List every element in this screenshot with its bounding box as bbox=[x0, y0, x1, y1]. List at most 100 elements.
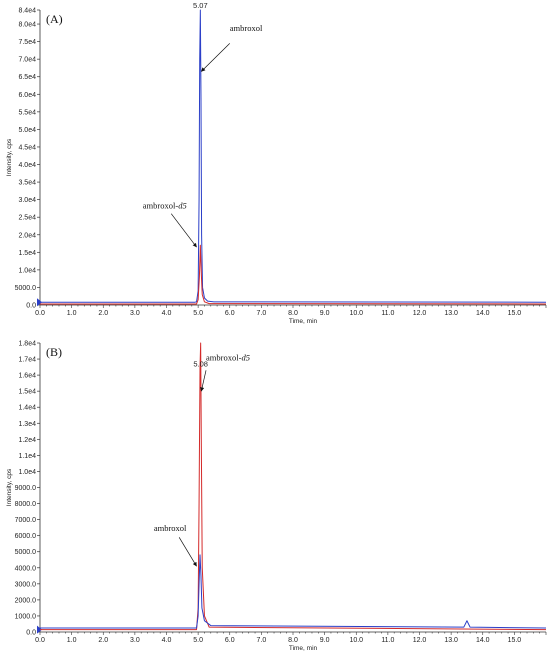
annotation-text: ambroxol- bbox=[206, 353, 242, 363]
annotation-suffix: d5 bbox=[241, 353, 250, 363]
y-tick-label: 4000.0 bbox=[15, 565, 37, 572]
y-tick-label: 1.3e4 bbox=[18, 421, 36, 428]
annotation-arrow bbox=[178, 537, 197, 567]
baseline-marker-icon bbox=[37, 298, 42, 307]
y-tick-label: 3.0e4 bbox=[18, 197, 36, 204]
y-tick-label: 4.0e4 bbox=[18, 162, 36, 169]
y-axis-title: Intensity, cps bbox=[6, 468, 13, 506]
panel-label: (B) bbox=[46, 345, 62, 359]
annotation-suffix: d5 bbox=[178, 200, 187, 210]
peak-label: 5.08 bbox=[193, 360, 208, 369]
y-tick-label: 8.4e4 bbox=[18, 8, 36, 15]
y-tick-label: 4.5e4 bbox=[18, 144, 36, 151]
annotation-text: ambroxol- bbox=[143, 200, 179, 210]
y-tick-label: 0.0 bbox=[26, 630, 36, 637]
x-tick-label: 8.0 bbox=[288, 637, 298, 644]
y-tick-label: 2.0e4 bbox=[18, 232, 36, 239]
series-line-1 bbox=[40, 554, 547, 629]
x-tick-label: 11.0 bbox=[381, 637, 394, 644]
y-tick-label: 2000.0 bbox=[15, 597, 37, 604]
y-tick-label: 3.5e4 bbox=[18, 180, 36, 187]
y-tick-label: 7.0e4 bbox=[18, 57, 36, 64]
y-tick-label: 1000.0 bbox=[15, 613, 37, 620]
series-line-1 bbox=[40, 244, 547, 305]
x-tick-label: 13.0 bbox=[444, 310, 458, 317]
x-tick-label: 5.0 bbox=[193, 310, 203, 317]
x-tick-label: 4.0 bbox=[162, 637, 172, 644]
y-tick-label: 7.5e4 bbox=[18, 39, 36, 46]
baseline-marker-icon bbox=[37, 625, 42, 634]
y-tick-label: 6000.0 bbox=[15, 533, 37, 540]
annotation-arrow bbox=[200, 370, 207, 392]
x-tick-label: 2.0 bbox=[98, 310, 108, 317]
series-line-0 bbox=[40, 342, 547, 631]
y-tick-label: 5000.0 bbox=[15, 285, 37, 292]
x-tick-label: 13.0 bbox=[444, 637, 458, 644]
x-tick-label: 9.0 bbox=[320, 637, 330, 644]
annotation-label: ambroxol bbox=[230, 23, 263, 33]
x-tick-label: 15.0 bbox=[508, 637, 522, 644]
y-tick-label: 8.0e4 bbox=[18, 22, 36, 29]
chart-panel-b: 0.0 1000.0 2000.0 3000.0 4000.0 5000.0 6000.0 7… bbox=[6, 341, 547, 652]
chart-panel-a: 0.0 5000.0 1.0e4 1.5e4 2.0e4 2.5e4 3.0e4 3.5e4 4… bbox=[6, 1, 547, 325]
y-tick-label: 0.0 bbox=[26, 303, 36, 310]
x-tick-label: 11.0 bbox=[381, 310, 394, 317]
y-tick-label: 9000.0 bbox=[15, 485, 37, 492]
annotation-arrow bbox=[170, 213, 197, 248]
y-tick-label: 1.5e4 bbox=[18, 250, 36, 257]
peak-label: 5.07 bbox=[193, 1, 208, 10]
x-tick-label: 3.0 bbox=[130, 637, 140, 644]
x-tick-label: 10.0 bbox=[349, 310, 363, 317]
x-tick-label: 6.0 bbox=[225, 637, 235, 644]
annotation-label: ambroxol bbox=[154, 523, 187, 533]
x-tick-label: 1.0 bbox=[67, 637, 77, 644]
x-tick-label: 9.0 bbox=[320, 310, 330, 317]
annotation-text: ambroxol bbox=[230, 23, 263, 33]
x-tick-label: 3.0 bbox=[130, 310, 140, 317]
y-axis-title: Intensity, cps bbox=[6, 138, 13, 176]
y-tick-label: 1.0e4 bbox=[18, 469, 36, 476]
y-tick-label: 1.5e4 bbox=[18, 389, 36, 396]
x-tick-label: 12.0 bbox=[413, 637, 427, 644]
x-tick-label: 6.0 bbox=[225, 310, 235, 317]
x-axis-title: Time, min bbox=[289, 318, 318, 325]
y-tick-label: 1.0e4 bbox=[18, 267, 36, 274]
y-tick-label: 5000.0 bbox=[15, 549, 37, 556]
x-tick-label: 4.0 bbox=[162, 310, 172, 317]
x-tick-label: 7.0 bbox=[257, 637, 267, 644]
x-tick-label: 10.0 bbox=[349, 637, 363, 644]
y-tick-label: 7000.0 bbox=[15, 517, 37, 524]
x-tick-label: 0.0 bbox=[35, 310, 45, 317]
x-tick-label: 7.0 bbox=[257, 310, 267, 317]
y-tick-label: 8000.0 bbox=[15, 501, 37, 508]
x-tick-label: 8.0 bbox=[288, 310, 298, 317]
x-tick-label: 15.0 bbox=[508, 310, 522, 317]
y-tick-label: 1.6e4 bbox=[18, 373, 36, 380]
y-tick-label: 5.0e4 bbox=[18, 127, 36, 134]
y-tick-label: 1.1e4 bbox=[18, 453, 36, 460]
annotation-arrow bbox=[200, 43, 230, 72]
y-tick-label: 6.5e4 bbox=[18, 74, 36, 81]
x-tick-label: 14.0 bbox=[476, 637, 490, 644]
panel-label: (A) bbox=[46, 12, 63, 26]
series-line-0 bbox=[40, 9, 547, 303]
y-tick-label: 6.0e4 bbox=[18, 92, 36, 99]
x-tick-label: 14.0 bbox=[476, 310, 490, 317]
x-tick-label: 5.0 bbox=[193, 637, 203, 644]
x-tick-label: 0.0 bbox=[35, 637, 45, 644]
annotation-label: ambroxol-d5 bbox=[206, 353, 250, 363]
y-tick-label: 5.5e4 bbox=[18, 109, 36, 116]
x-axis-title: Time, min bbox=[289, 645, 318, 652]
y-tick-label: 1.8e4 bbox=[18, 341, 36, 348]
y-tick-label: 1.7e4 bbox=[18, 357, 36, 364]
x-tick-label: 2.0 bbox=[98, 637, 108, 644]
x-tick-label: 1.0 bbox=[67, 310, 77, 317]
annotation-label: ambroxol-d5 bbox=[143, 200, 187, 210]
annotation-text: ambroxol bbox=[154, 523, 187, 533]
y-tick-label: 1.4e4 bbox=[18, 405, 36, 412]
y-tick-label: 2.5e4 bbox=[18, 215, 36, 222]
y-tick-label: 1.2e4 bbox=[18, 437, 36, 444]
x-tick-label: 12.0 bbox=[413, 310, 427, 317]
y-tick-label: 3000.0 bbox=[15, 581, 37, 588]
